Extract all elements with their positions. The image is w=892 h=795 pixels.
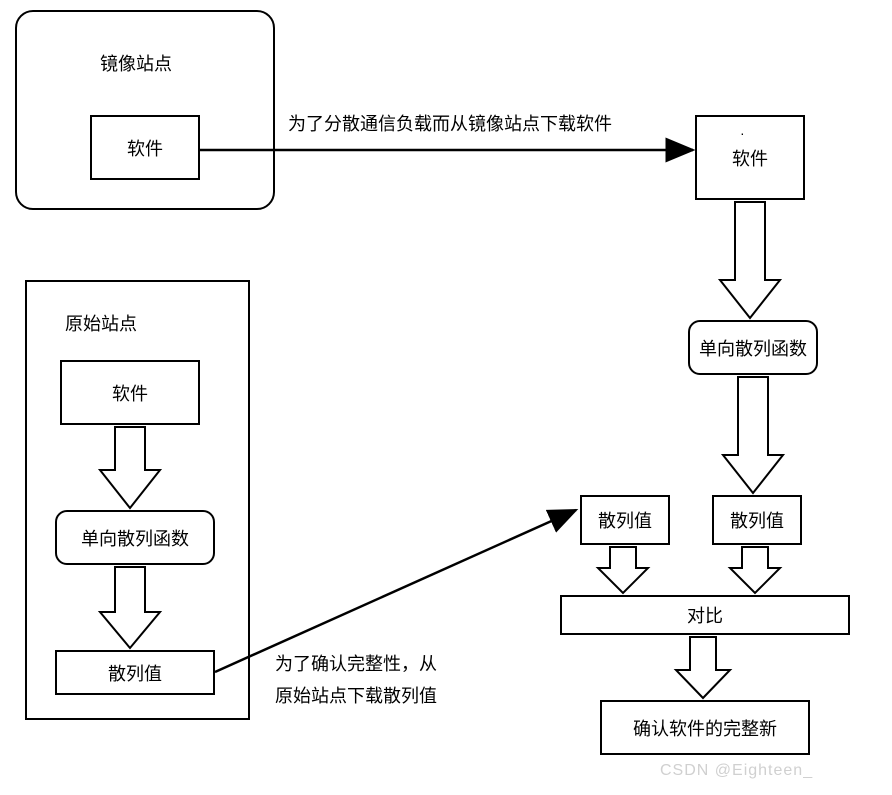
left-hashval-label: 散列值 <box>598 507 652 533</box>
orig-software-label: 软件 <box>112 380 148 406</box>
compare-node: 对比 <box>560 595 850 635</box>
orig-hashval-label: 散列值 <box>108 660 162 686</box>
mirror-software-label: 软件 <box>127 135 163 161</box>
original-site-title: 原始站点 <box>65 310 137 336</box>
dot-mark: · <box>740 125 745 141</box>
edge-label-download-hash-2: 原始站点下载散列值 <box>275 682 437 708</box>
right-hashval-node: 散列值 <box>712 495 802 545</box>
mirror-site-title: 镜像站点 <box>100 50 172 76</box>
right-software-label: 软件 <box>732 145 768 171</box>
orig-software-node: 软件 <box>60 360 200 425</box>
edge-label-download-software: 为了分散通信负载而从镜像站点下载软件 <box>288 110 612 136</box>
right-hashfn-label: 单向散列函数 <box>699 335 807 361</box>
arrow-hashval-r-to-compare <box>730 547 780 593</box>
mirror-software-node: 软件 <box>90 115 200 180</box>
right-software-node: 软件 <box>695 115 805 200</box>
left-hashval-node: 散列值 <box>580 495 670 545</box>
arrow-software-to-hashfn <box>720 202 780 318</box>
orig-hashfn-label: 单向散列函数 <box>81 525 189 551</box>
right-hashfn-node: 单向散列函数 <box>688 320 818 375</box>
arrow-hashfn-to-hashval <box>723 377 783 493</box>
arrow-compare-to-confirm <box>676 637 730 698</box>
edge-orig-hash-to-compare <box>215 510 576 672</box>
orig-hashfn-node: 单向散列函数 <box>55 510 215 565</box>
right-hashval-label: 散列值 <box>730 507 784 533</box>
watermark-text: CSDN @Eighteen_ <box>660 762 813 780</box>
confirm-node: 确认软件的完整新 <box>600 700 810 755</box>
mirror-site-container <box>15 10 275 210</box>
edge-label-download-hash-1: 为了确认完整性，从 <box>275 650 437 676</box>
arrow-hashval-l-to-compare <box>598 547 648 593</box>
compare-label: 对比 <box>687 602 723 628</box>
orig-hashval-node: 散列值 <box>55 650 215 695</box>
confirm-label: 确认软件的完整新 <box>633 715 777 741</box>
